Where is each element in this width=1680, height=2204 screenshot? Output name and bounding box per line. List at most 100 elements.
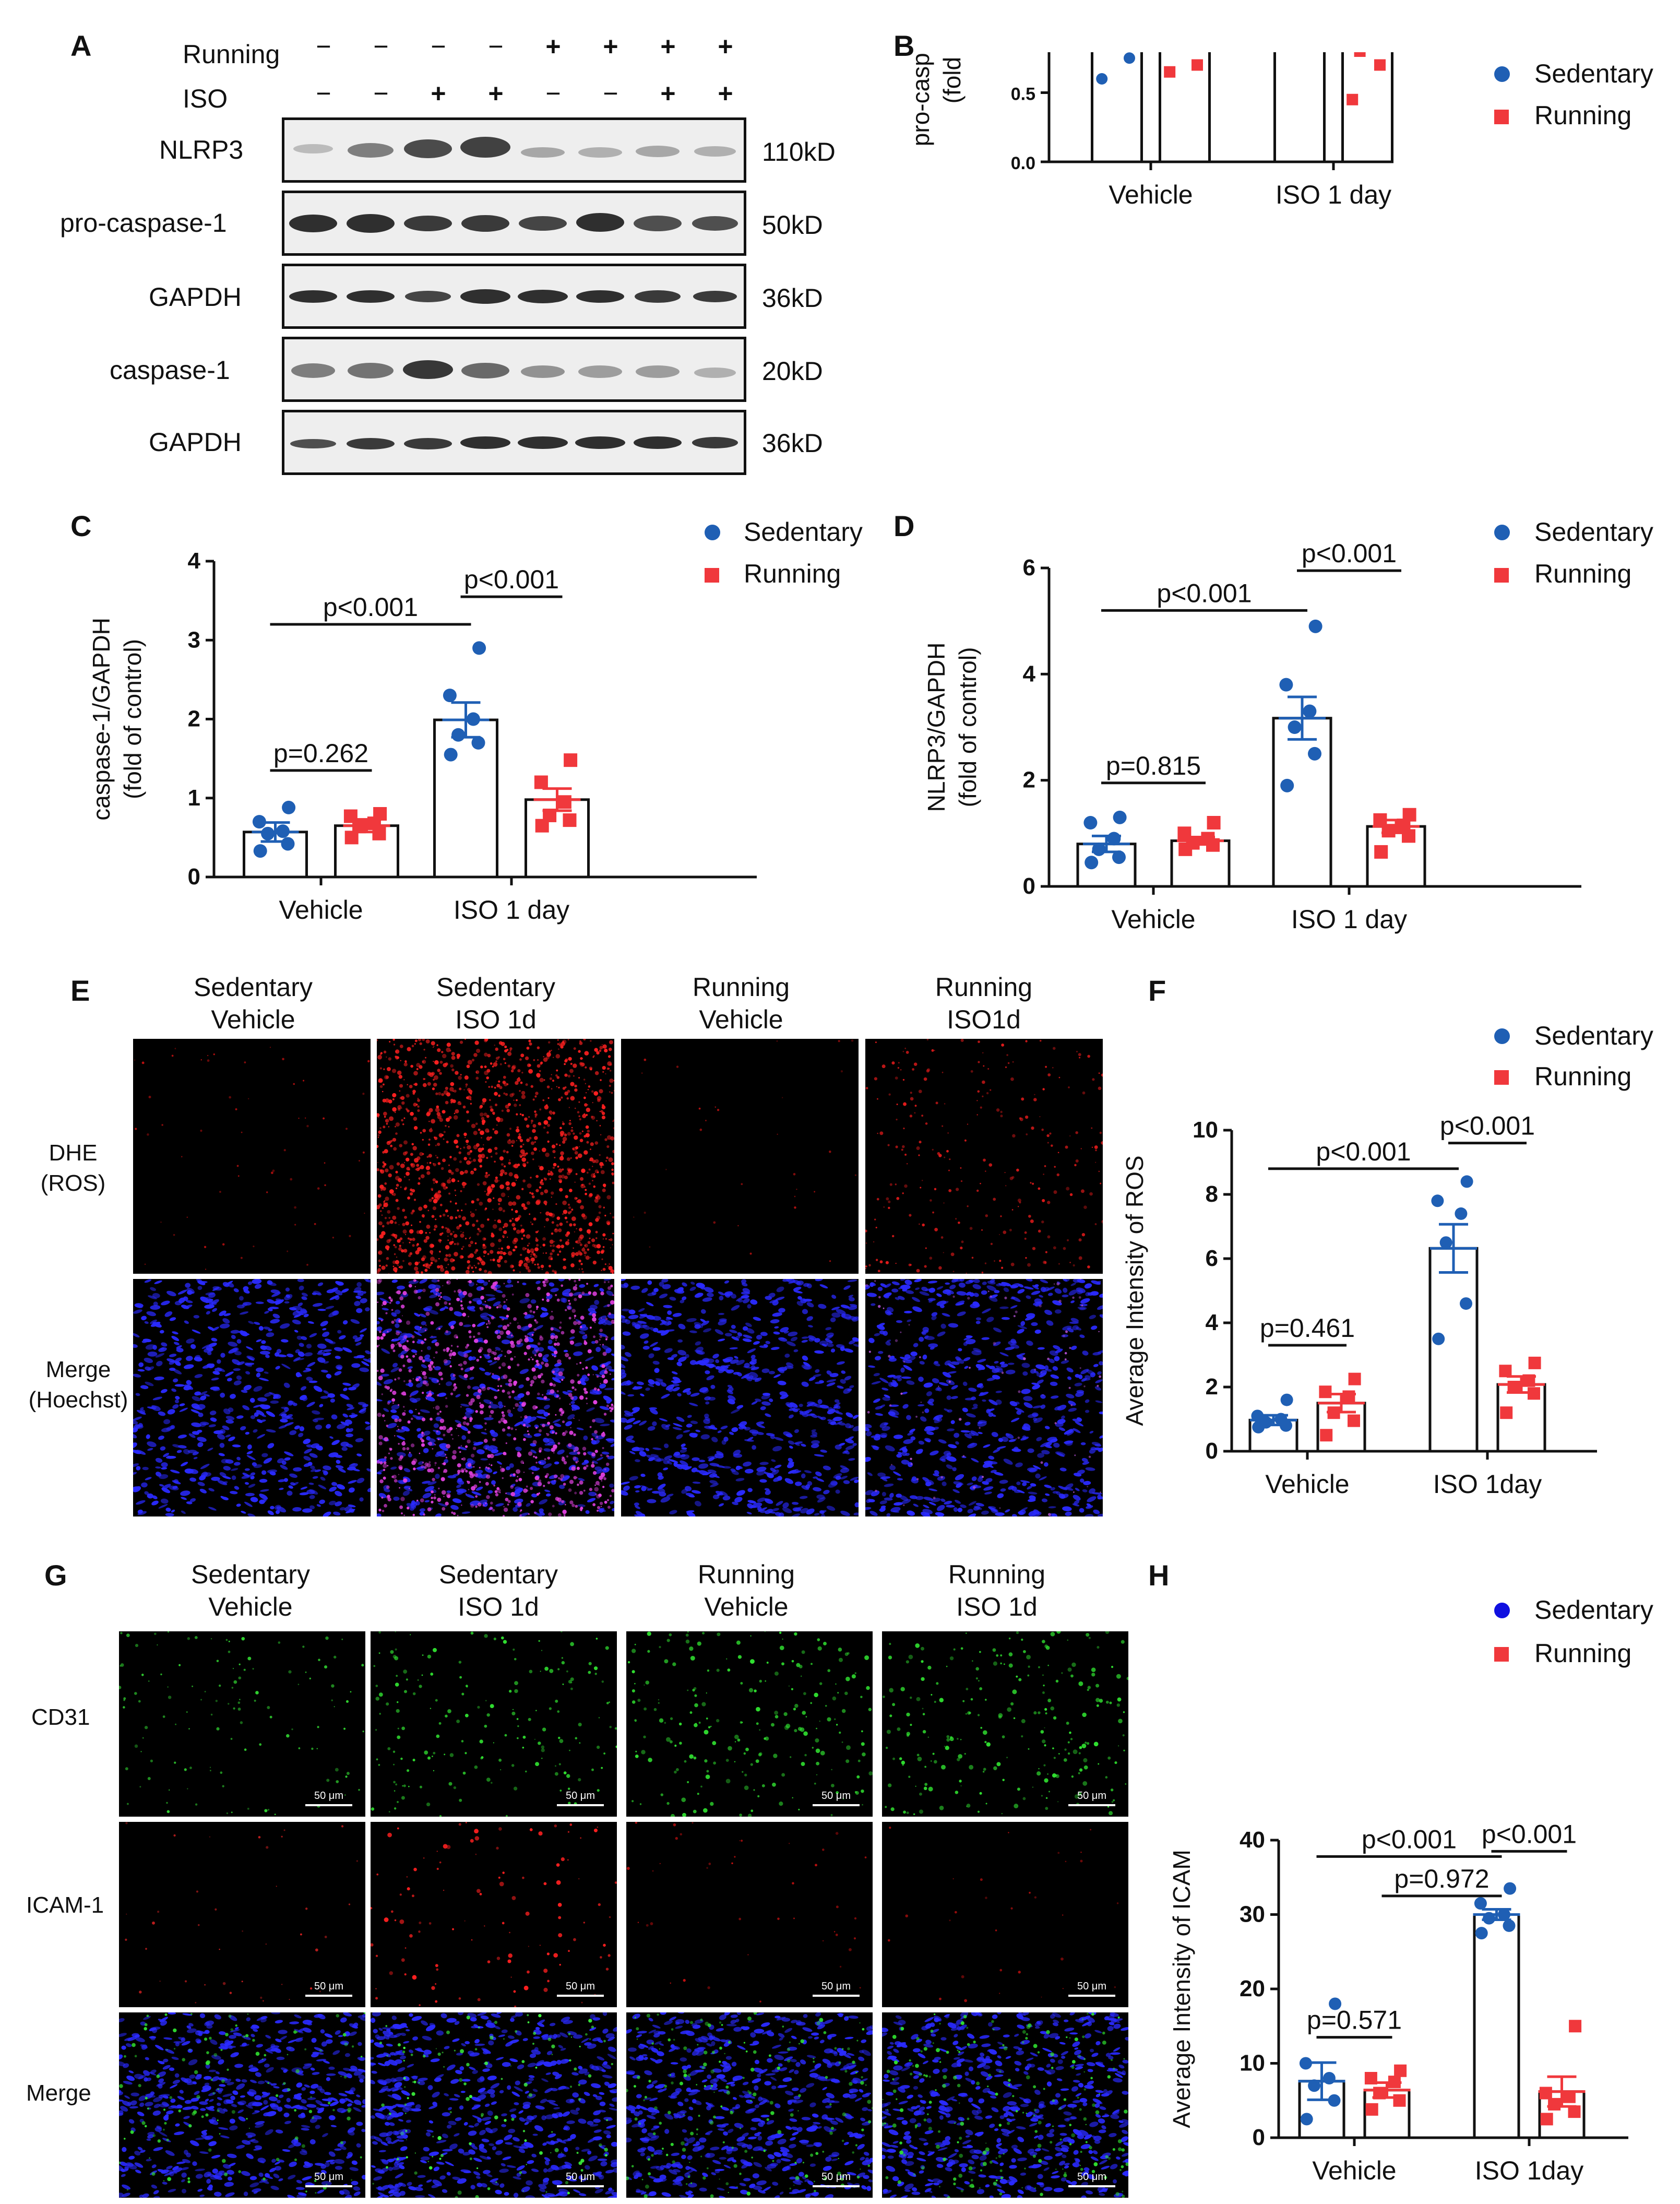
micrograph-texture: 50 μm — [367, 2010, 621, 2200]
y-axis-label: (fold of control) — [938, 52, 966, 103]
legend-label: Sedentary — [744, 517, 863, 547]
data-point — [1475, 1927, 1488, 1940]
y-tick-label: 4 — [188, 548, 201, 574]
p-value-label: p<0.001 — [1316, 1137, 1411, 1166]
data-point — [1308, 746, 1321, 761]
p-value-label: p<0.001 — [1440, 1111, 1535, 1141]
data-point — [1319, 1385, 1332, 1399]
data-point — [1347, 93, 1359, 105]
column-header: Sedentary ISO 1d — [436, 973, 555, 1034]
p-value-label: p=0.815 — [1106, 751, 1201, 780]
data-point — [1348, 1372, 1361, 1385]
data-point — [444, 748, 458, 762]
data-point — [471, 736, 485, 750]
micrograph-texture — [129, 1277, 375, 1518]
y-axis-label: caspase-1/GAPDH — [88, 618, 115, 821]
data-point — [1374, 59, 1386, 71]
micrograph-texture: 50 μm — [887, 1827, 1119, 2002]
p-value-label: p<0.001 — [1482, 1819, 1577, 1848]
blot-strip-gapdh-2 — [282, 410, 746, 475]
p-value-label: p<0.001 — [464, 565, 559, 594]
data-point — [1192, 59, 1203, 71]
blot-strip-gapdh — [282, 264, 746, 329]
data-point — [252, 815, 266, 829]
micrograph-texture — [375, 1037, 616, 1276]
iso-row-label: ISO — [183, 84, 228, 113]
y-tick-label: 20 — [1240, 1976, 1265, 2001]
iso-sign: + — [718, 79, 733, 108]
p-value-label: p=0.262 — [273, 739, 368, 768]
running-sign: + — [603, 32, 618, 61]
column-header: Sedentary Vehicle — [194, 973, 313, 1034]
data-point — [443, 689, 457, 703]
data-point — [1374, 845, 1388, 859]
data-point — [1528, 1356, 1541, 1369]
band-label: caspase-1 — [110, 356, 230, 385]
y-tick-label: 0 — [1206, 1438, 1218, 1464]
y-tick-label: 0 — [1023, 873, 1035, 899]
x-tick-label: Vehicle — [1109, 180, 1193, 209]
data-point — [253, 844, 267, 858]
bar — [1428, 1247, 1479, 1453]
data-point — [1499, 1365, 1512, 1378]
data-point — [343, 809, 358, 823]
panel-label-c: C — [70, 509, 92, 542]
data-point — [1308, 619, 1322, 633]
y-tick-label: 1 — [188, 785, 200, 811]
dhe-image — [864, 1038, 1104, 1274]
band-label: GAPDH — [149, 282, 242, 312]
data-point — [261, 826, 275, 840]
panel-label-b: B — [893, 29, 915, 62]
micrograph-texture: 50 μm — [627, 1631, 873, 1818]
data-point — [564, 753, 578, 767]
panel-label-a: A — [70, 29, 92, 62]
running-sign: − — [488, 32, 504, 61]
merge-image — [373, 1276, 618, 1518]
micrograph-texture: 50 μm — [878, 2010, 1133, 2200]
band-size: 50kD — [762, 210, 823, 240]
panel-label-h: H — [1148, 1559, 1170, 1592]
column-header: Sedentary Vehicle — [191, 1560, 310, 1621]
dhe-image — [621, 1039, 859, 1274]
legend-dot-sedentary — [1494, 525, 1510, 540]
y-tick-label: 10 — [1240, 2051, 1265, 2076]
micrograph-texture: 50 μm — [621, 2011, 876, 2200]
data-point — [276, 824, 290, 838]
data-point — [534, 775, 548, 789]
merge-image: 50 μm — [621, 2011, 876, 2200]
data-point — [1548, 2098, 1561, 2111]
micrograph-texture: 50 μm — [117, 1631, 364, 1816]
iso-sign: − — [545, 79, 561, 108]
legend-square-running — [1494, 568, 1509, 583]
data-point — [1483, 1912, 1496, 1925]
p-value-label: p<0.001 — [1302, 539, 1397, 568]
x-tick-label: ISO 1day — [1433, 1470, 1542, 1499]
data-point — [1539, 2087, 1552, 2100]
data-point — [563, 813, 577, 827]
y-tick-label: 6 — [1206, 1246, 1218, 1271]
data-point — [1322, 2072, 1336, 2084]
column-header: Running Vehicle — [692, 973, 790, 1034]
data-point — [1402, 808, 1416, 822]
legend-dot-sedentary — [1494, 1028, 1510, 1044]
legend-square-running — [1494, 1070, 1509, 1085]
y-axis-label: (fold of control) — [119, 639, 146, 799]
y-axis-label: Average Intensity of ICAM — [1169, 1850, 1195, 2128]
data-point — [557, 795, 571, 809]
data-point — [1522, 1374, 1535, 1387]
y-axis-label: Average Intensity of ROS — [1121, 1155, 1148, 1426]
data-point — [1300, 2113, 1313, 2126]
legend-dot-sedentary — [1494, 66, 1510, 82]
band-size: 20kD — [762, 357, 823, 386]
legend-label: Running — [744, 559, 841, 588]
panel-label-g: G — [44, 1559, 67, 1592]
data-point — [1393, 2094, 1406, 2107]
band-size: 110kD — [762, 137, 836, 167]
icam1-image: 50 μm — [370, 1822, 617, 2008]
bar — [1341, 52, 1393, 163]
chart-d: 0 2 4 6 Vehicle ISO 1 day NLRP3/GAPDH (fold of … — [923, 539, 1581, 934]
legend-label: Running — [1534, 1639, 1632, 1668]
data-point — [472, 641, 486, 655]
iso-sign: + — [431, 79, 446, 108]
data-point — [1201, 832, 1215, 846]
